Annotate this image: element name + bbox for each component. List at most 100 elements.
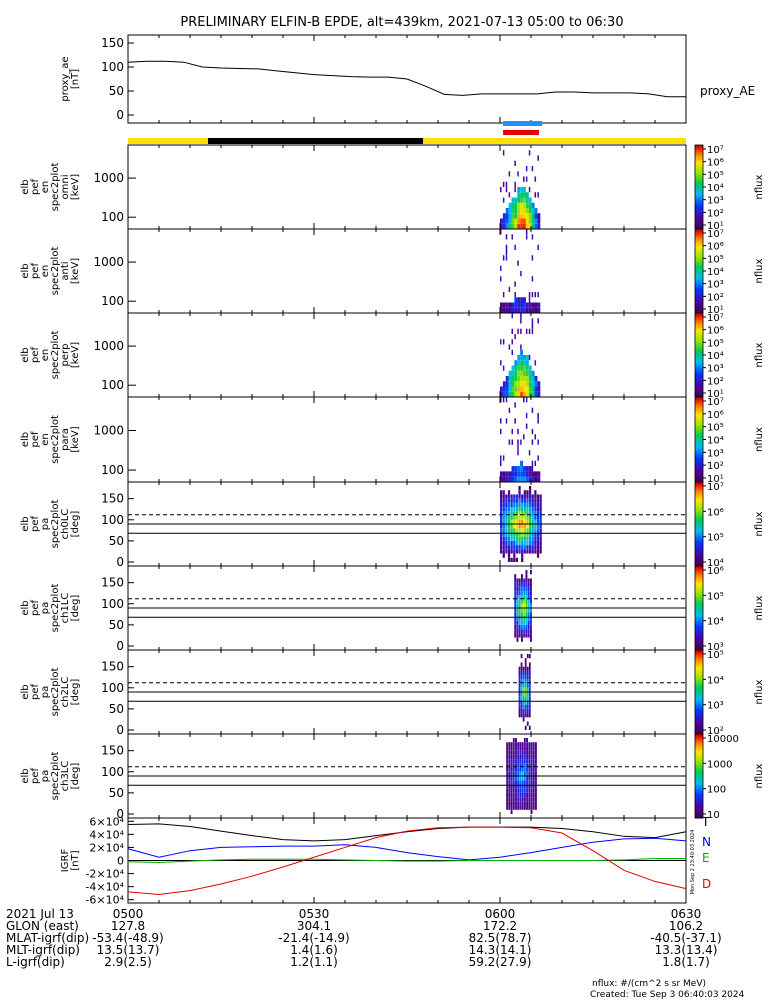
spectrogram-cell [517, 223, 521, 229]
y-tick-label: 150 [101, 36, 124, 50]
colorbar-segment [695, 482, 703, 485]
colorbar-segment [695, 671, 703, 674]
spectrogram-cell [514, 307, 518, 313]
spectrogram-cell [525, 328, 528, 334]
colorbar-segment [695, 503, 703, 506]
pa-spectrogram-cell [520, 700, 523, 705]
pa-spectrogram-cell [520, 708, 523, 714]
spectrogram-cell [520, 386, 524, 392]
colorbar-segment [695, 182, 703, 186]
spectrogram-cell [500, 476, 503, 482]
pa-spectrogram-cell [515, 511, 519, 516]
pa-spectrogram-cell [518, 608, 521, 613]
spectrogram-cell [525, 360, 529, 366]
pa-spectrogram-cell [518, 595, 521, 600]
pa-spectrogram-cell [531, 502, 534, 508]
pa-spectrogram-cell [532, 750, 535, 755]
colorbar-tick-label: 10¹ [707, 305, 724, 316]
y-tick-label: -2×10⁴ [85, 868, 124, 881]
spectrogram-cell [528, 218, 532, 224]
colorbar-segment [695, 815, 703, 819]
pa-spectrogram-cell [539, 494, 542, 499]
pa-spectrogram-cell [523, 746, 526, 751]
colorbar-segment [695, 643, 703, 647]
colorbar-segment [695, 187, 703, 190]
spectrogram-cell [528, 302, 532, 308]
colorbar-segment [695, 394, 703, 398]
spectrogram-cell [511, 197, 515, 203]
pa-spectrogram-cell [520, 696, 523, 701]
pa-spectrogram-cell [506, 797, 509, 802]
colorbar-segment [695, 350, 703, 354]
pa-spectrogram-cell [522, 683, 525, 688]
pa-spectrogram-cell [523, 763, 526, 768]
spectrogram-cell [508, 376, 512, 382]
pa-spectrogram-cell [532, 780, 535, 785]
pa-spectrogram-cell [526, 536, 529, 541]
spectrogram-cell [531, 166, 534, 172]
pa-spectrogram-cell [516, 608, 519, 613]
pa-spectrogram-cell [520, 662, 523, 667]
spectrogram-cell [505, 250, 508, 256]
pa-spectrogram-cell [530, 754, 533, 760]
pa-spectrogram-cell [502, 536, 505, 541]
colorbar-segment [695, 597, 703, 601]
colorbar-segment [695, 409, 703, 413]
pa-spectrogram-cell [521, 801, 524, 806]
pa-spectrogram-cell [505, 498, 508, 503]
colorbar-segment [695, 292, 703, 295]
spectrogram-cell [525, 423, 528, 429]
spectrogram-cell [514, 160, 516, 166]
colorbar-segment [695, 685, 703, 689]
spectrogram-cell [525, 391, 529, 397]
pa-spectrogram-cell [528, 528, 532, 533]
pa-spectrogram-cell [518, 675, 521, 680]
pa-spectrogram-cell [518, 679, 521, 684]
pa-spectrogram-cell [507, 490, 511, 495]
pa-spectrogram-cell [523, 545, 526, 550]
ylabel-line: omni [60, 175, 71, 200]
x-row-value: 1.4(1.6) [290, 943, 338, 957]
colorbar-segment [695, 658, 703, 661]
spectrogram-cell [508, 218, 512, 224]
colorbar-segment [695, 441, 703, 445]
spectrogram-cell [537, 318, 539, 324]
spectrogram-cell [531, 234, 534, 240]
spectrogram-cell [500, 460, 502, 467]
colorbar-segment [695, 746, 703, 750]
pa-spectrogram-cell [507, 524, 511, 529]
spectrogram-cell [505, 381, 509, 387]
pa-spectrogram-cell [532, 759, 535, 764]
spectrogram-cell [511, 370, 515, 376]
spectrogram-cell [534, 434, 537, 440]
spectrogram-cell [514, 181, 516, 187]
y-tick-label: 50 [109, 786, 124, 800]
pa-spectrogram-cell [534, 502, 537, 508]
pa-spectrogram-cell [520, 679, 523, 684]
ylabel-line: [keV] [70, 258, 81, 284]
pa-spectrogram-cell [514, 616, 517, 621]
spectrogram-cell [514, 281, 516, 287]
pa-spectrogram-cell [505, 524, 508, 529]
pa-spectrogram-cell [526, 490, 529, 495]
colorbar-segment [695, 593, 703, 596]
pa-spectrogram-cell [523, 742, 526, 747]
colorbar-tick-label: 10⁴ [707, 436, 724, 447]
colorbar-segment [695, 302, 703, 306]
y-tick-label: 0 [117, 855, 124, 868]
spectrogram-cell [520, 187, 524, 193]
pa-spectrogram-cell [518, 603, 521, 608]
pa-spectrogram-cell [529, 633, 532, 638]
spectrogram-cell [508, 208, 512, 214]
spectrogram-cell [531, 255, 534, 261]
colorbar-tick-label: 10² [707, 376, 724, 387]
pa-spectrogram-cell [518, 713, 521, 718]
pa-spectrogram-cell [515, 746, 517, 751]
pa-spectrogram-cell [516, 595, 519, 600]
pa-spectrogram-cell [516, 578, 519, 583]
pa-spectrogram-cell [521, 549, 524, 554]
colorbar-segment [695, 403, 703, 406]
pa-spectrogram-cell [523, 767, 526, 772]
pa-spectrogram-cell [516, 591, 519, 596]
pa-spectrogram-cell [519, 792, 522, 798]
